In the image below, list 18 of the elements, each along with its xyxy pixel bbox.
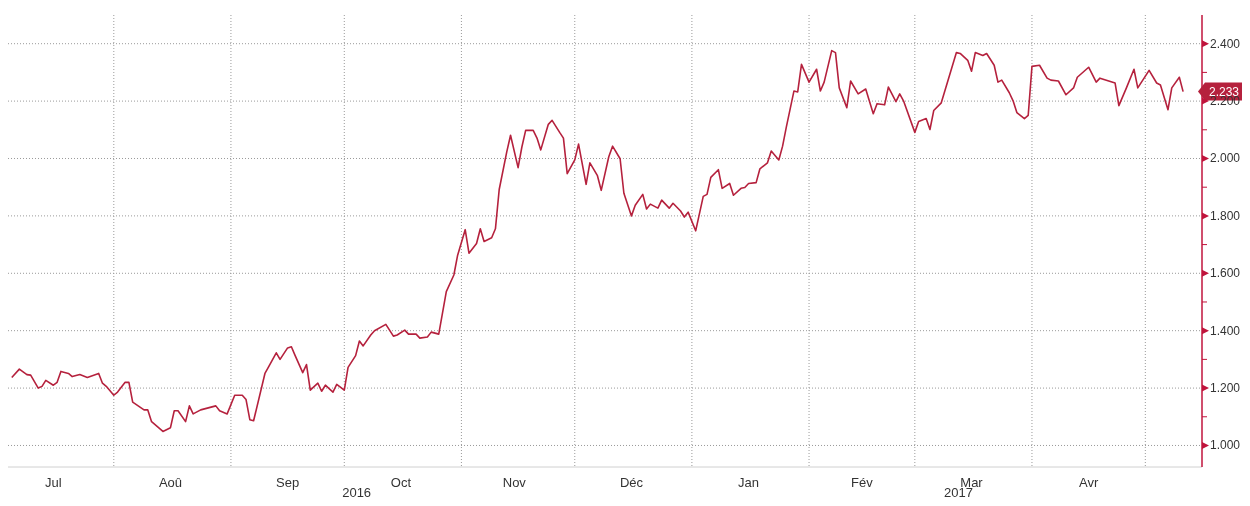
x-tick-label: Nov [502, 475, 527, 490]
x-tick-label: Oct [390, 475, 412, 490]
x-tick-label: Fév [851, 475, 874, 490]
x-tick-label: Aoû [158, 475, 183, 490]
y-tick-label: 1.200 [1210, 381, 1241, 396]
x-tick-label: Avr [1079, 475, 1099, 490]
y-tick-label: 1.000 [1210, 438, 1241, 453]
x-tick-label: Jul [45, 475, 62, 490]
y-tick-label: 2.000 [1210, 151, 1241, 166]
x-tick-label: Sep [276, 475, 300, 490]
line-series [10, 49, 1184, 433]
text: 2016 [341, 485, 373, 500]
x-tick-label: Jan [738, 475, 760, 490]
y-tick-label: 1.400 [1210, 323, 1241, 338]
y-tick-label: 1.800 [1210, 208, 1241, 223]
y-tick-label: 2.400 [1210, 36, 1241, 51]
x-tick-label: Déc [619, 475, 644, 490]
y-tick-label: 1.600 [1210, 266, 1241, 281]
